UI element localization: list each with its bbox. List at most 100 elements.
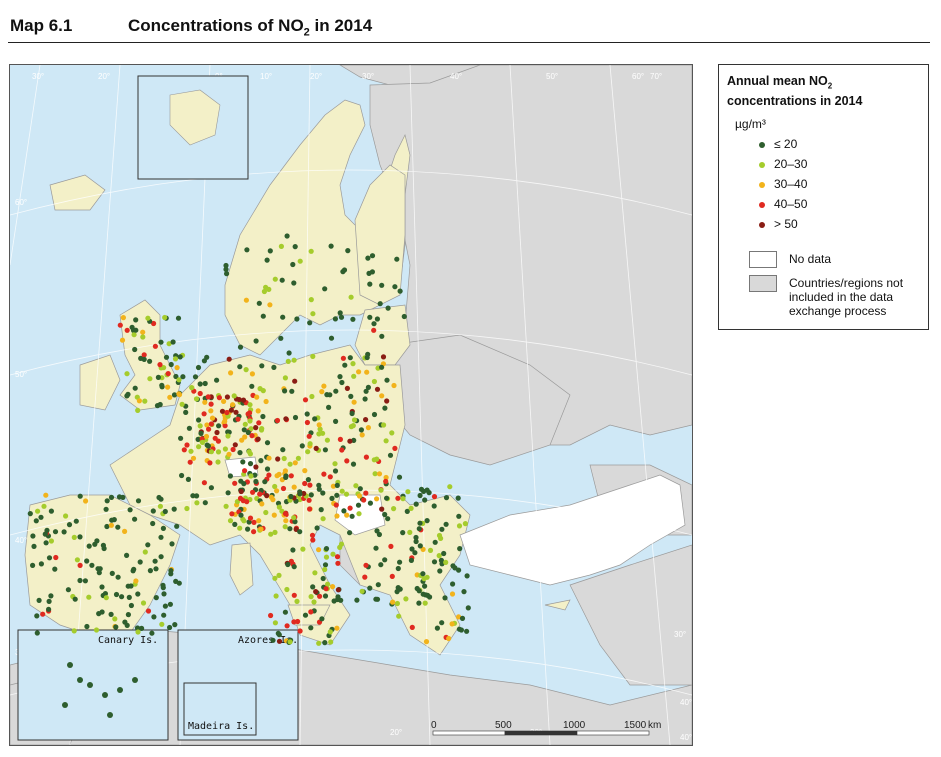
station-dot [288, 493, 294, 500]
station-dot [316, 482, 322, 488]
station-dot [193, 396, 200, 402]
station-dot [241, 481, 247, 487]
station-dot [280, 314, 286, 320]
station-dot [424, 518, 430, 524]
station-dot [374, 386, 381, 392]
finland-land [354, 164, 406, 306]
station-dot [334, 625, 340, 631]
station-dot [378, 562, 384, 568]
station-dot [297, 529, 303, 535]
station-dot [237, 495, 244, 501]
legend-unit: µg/m³ [735, 117, 766, 131]
station-dot [117, 687, 123, 693]
station-dot [436, 532, 443, 539]
station-dot [276, 638, 283, 644]
station-dot [397, 559, 403, 565]
station-dot [71, 628, 77, 634]
station-dot [204, 442, 210, 448]
station-dot [227, 518, 234, 524]
station-dot [243, 297, 249, 303]
canary-label: Canary Is. [98, 635, 158, 646]
station-dot [449, 591, 456, 597]
station-dot [132, 677, 138, 683]
station-dot [365, 255, 371, 261]
station-dot [304, 411, 310, 417]
station-dot [231, 393, 237, 399]
station-dot [38, 561, 44, 567]
station-dot [337, 544, 343, 550]
station-dot [431, 494, 438, 500]
station-dot [324, 392, 330, 398]
station-dot [322, 447, 328, 453]
station-dot [320, 575, 326, 582]
station-dot [238, 488, 244, 495]
station-dot [359, 432, 365, 438]
station-dot [443, 495, 450, 501]
station-dot [391, 382, 397, 389]
station-dot [258, 458, 264, 464]
station-dot [307, 506, 313, 512]
station-dot [443, 559, 449, 565]
station-dot [175, 315, 182, 321]
ireland-land [79, 354, 121, 411]
station-dot [216, 423, 222, 429]
station-dot [447, 484, 453, 490]
station-dot [459, 615, 466, 622]
station-dot [202, 380, 208, 387]
station-dot [280, 485, 287, 492]
graticule-label: 30° [32, 72, 44, 81]
station-dot [379, 282, 385, 288]
station-dot [312, 570, 318, 576]
station-dot [238, 512, 244, 518]
station-dot [62, 702, 68, 708]
station-dot [240, 459, 246, 465]
station-dot [202, 399, 208, 405]
station-dot [334, 482, 340, 488]
station-dot [316, 422, 322, 428]
station-dot [197, 423, 203, 429]
station-dot [308, 625, 314, 631]
station-dot [464, 628, 470, 634]
map-frame[interactable]: 30°20°10°0°10°20°30°40°50°60°70°60°50°40… [9, 64, 693, 746]
station-dot [400, 530, 406, 536]
station-dot [133, 327, 139, 333]
station-dot [324, 437, 330, 443]
europe-map[interactable]: 30°20°10°0°10°20°30°40°50°60°70°60°50°40… [10, 65, 692, 745]
station-dot [160, 525, 166, 531]
station-dot [371, 327, 377, 333]
scale-bar: 0 500 1000 1500 km [431, 720, 661, 736]
station-dot [285, 358, 291, 364]
station-dot [168, 571, 174, 577]
station-dot [443, 521, 449, 527]
station-dot [196, 417, 202, 423]
station-dot [412, 550, 418, 556]
station-dot [178, 435, 184, 441]
map-header: Map 6.1 Concentrations of NO2 in 2014 [8, 8, 930, 43]
legend-dot-gt50 [759, 222, 765, 228]
station-dot [347, 530, 353, 536]
graticule-label: 50° [546, 72, 558, 81]
station-dot [383, 438, 389, 444]
station-dot [128, 602, 134, 609]
station-dot [363, 388, 369, 394]
station-dot [215, 459, 221, 465]
station-dot [165, 371, 171, 377]
station-dot [103, 506, 109, 512]
legend-title: Annual mean NO2 concentrations in 2014 [727, 74, 922, 109]
station-dot [347, 355, 353, 361]
legend-dot-40-50 [759, 202, 765, 208]
station-dot [174, 523, 180, 529]
station-dot [363, 454, 369, 460]
station-dot [328, 639, 334, 645]
station-dot [208, 421, 214, 427]
station-dot [462, 521, 468, 527]
station-dot [337, 310, 343, 316]
station-dot [209, 415, 216, 421]
station-dot [302, 397, 309, 403]
station-dot [119, 594, 125, 600]
station-dot [334, 513, 340, 519]
station-dot [319, 616, 325, 622]
station-dot [431, 559, 438, 565]
station-dot [326, 404, 332, 410]
station-dot [183, 409, 189, 415]
